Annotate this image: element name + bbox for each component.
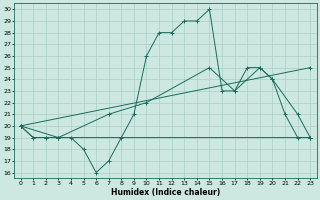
X-axis label: Humidex (Indice chaleur): Humidex (Indice chaleur) [111,188,220,197]
